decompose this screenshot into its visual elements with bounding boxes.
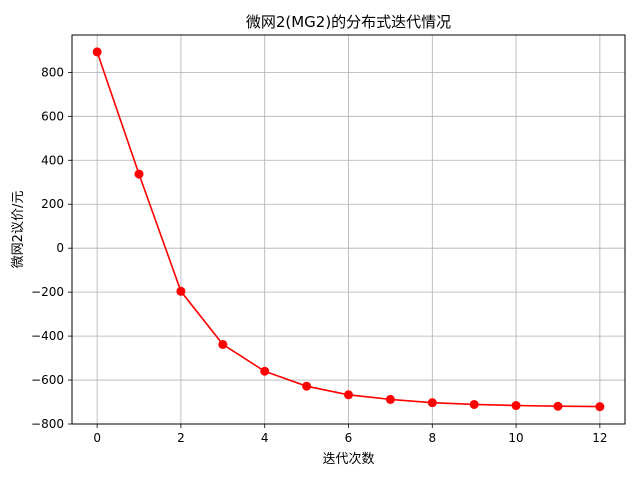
y-tick-label: −800 (31, 417, 64, 431)
x-axis-label: 迭代次数 (322, 451, 374, 467)
x-tick-label: 10 (508, 431, 523, 445)
y-tick-label: 200 (41, 197, 64, 211)
y-tick-label: −200 (31, 285, 64, 299)
data-point (595, 402, 605, 412)
data-point (92, 47, 102, 57)
y-tick-label: −600 (31, 373, 64, 387)
y-tick-label: 400 (41, 153, 64, 167)
data-point (385, 394, 395, 404)
series-layer (92, 47, 605, 412)
x-tick-label: 12 (592, 431, 607, 445)
data-point (218, 339, 228, 349)
chart-title: 微网2(MG2)的分布式迭代情况 (246, 13, 451, 31)
data-point (134, 169, 144, 179)
data-point (260, 366, 270, 376)
ticks: 0 2 4 6 8 10 12 −800 −600 −400 −200 0 200 400 600 800 (31, 65, 607, 445)
data-point (427, 398, 437, 408)
data-point (469, 399, 479, 409)
y-axis-label: 微网2议价/元 (11, 191, 26, 269)
x-tick-label: 4 (261, 431, 269, 445)
y-tick-label: −400 (31, 329, 64, 343)
x-tick-label: 2 (177, 431, 185, 445)
data-point (553, 401, 563, 411)
y-tick-label: 600 (41, 109, 64, 123)
x-tick-label: 0 (93, 431, 101, 445)
data-point (344, 390, 353, 400)
data-point (302, 381, 312, 391)
x-tick-label: 6 (345, 431, 353, 445)
x-tick-label: 8 (428, 431, 436, 445)
y-tick-label: 0 (56, 241, 64, 255)
y-tick-label: 800 (41, 65, 64, 79)
data-point (511, 401, 521, 411)
data-point (176, 286, 186, 296)
